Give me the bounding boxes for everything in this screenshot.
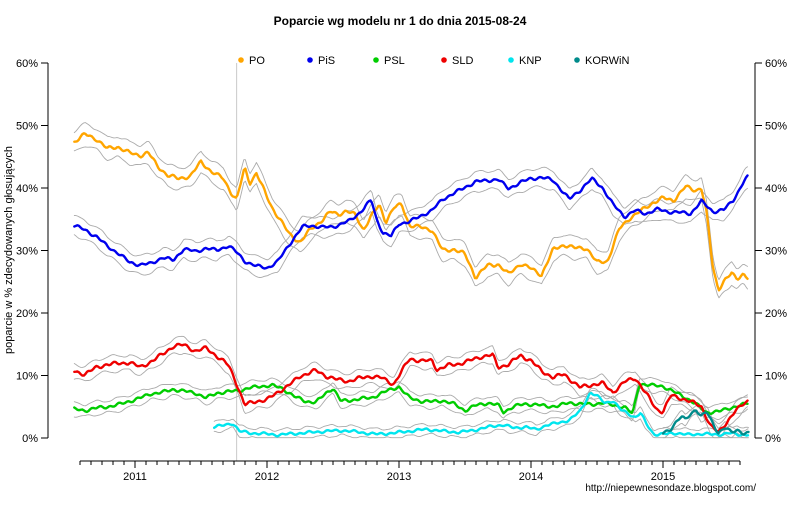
legend-dot-PiS (307, 57, 313, 63)
y-tick-label-left: 30% (16, 246, 38, 258)
y-tick-label-right: 10% (765, 371, 787, 383)
ci-band-upper-KNP (213, 387, 749, 432)
y-tick-label-left: 60% (16, 58, 38, 70)
y-tick-label-left: 0% (22, 433, 38, 445)
legend-label-KORWiN: KORWiN (585, 55, 629, 67)
ci-band-upper-PO (73, 122, 748, 281)
series-line-SLD (73, 342, 749, 433)
legend-dot-PO (238, 57, 244, 63)
ci-band-lower-SLD (73, 352, 748, 439)
x-year-label: 2011 (123, 471, 147, 483)
y-axis-title: poparcie w % zdecydowanych głosujących (3, 146, 15, 354)
legend-label-PiS: PiS (318, 55, 335, 67)
ci-band-upper-PiS (73, 166, 748, 261)
legend-label-KNP: KNP (519, 55, 542, 67)
series-line-PiS (73, 174, 749, 270)
series-line-PO (73, 132, 749, 292)
ci-band-lower-PiS (73, 185, 748, 278)
y-tick-label-right: 60% (765, 58, 787, 70)
y-tick-label-right: 50% (765, 121, 787, 133)
series-line-KORWiN (661, 409, 750, 436)
y-tick-label-left: 50% (16, 121, 38, 133)
y-tick-label-left: 40% (16, 183, 38, 195)
x-year-label: 2012 (255, 471, 279, 483)
legend-label-PO: PO (249, 55, 265, 67)
legend-dot-KORWiN (574, 57, 580, 63)
legend-dot-KNP (508, 57, 514, 63)
y-tick-label-right: 40% (765, 183, 787, 195)
series-line-PSL (73, 382, 749, 416)
y-tick-label-right: 30% (765, 246, 787, 258)
chart-title: Poparcie wg modelu nr 1 do dnia 2015-08-… (274, 14, 527, 28)
ci-band-upper-SLD (73, 335, 748, 425)
legend-item-KNP: KNP (508, 55, 542, 67)
y-tick-label-right: 20% (765, 308, 787, 320)
legend-item-PSL: PSL (373, 55, 405, 67)
y-tick-label-right: 0% (765, 433, 781, 445)
legend-item-KORWiN: KORWiN (574, 55, 629, 67)
ci-band-upper-KORWiN (662, 405, 749, 429)
legend-label-SLD: SLD (452, 55, 473, 67)
legend-dot-SLD (441, 57, 447, 63)
x-year-label: 2013 (387, 471, 411, 483)
legend-item-PiS: PiS (307, 55, 335, 67)
ci-band-upper-PSL (73, 377, 748, 409)
legend-label-PSL: PSL (384, 55, 405, 67)
series-line-KNP (212, 391, 750, 438)
y-tick-label-left: 10% (16, 371, 38, 383)
x-year-label: 2015 (651, 471, 675, 483)
legend-dot-PSL (373, 57, 379, 63)
ci-band-lower-PO (73, 146, 748, 299)
y-tick-label-left: 20% (16, 308, 38, 320)
x-year-label: 2014 (519, 471, 543, 483)
ci-band-lower-PSL (73, 388, 748, 422)
plot-area: 0% 0% 10% 10% 20% 20% 30% 30% 40% 40% 50% 50% 60% 60%… (16, 55, 787, 483)
legend-item-PO: PO (238, 55, 265, 67)
ci-band-lower-KNP (213, 397, 749, 439)
footer-url: http://niepewnesondaze.blogspot.com/ (585, 483, 756, 494)
legend-item-SLD: SLD (441, 55, 473, 67)
